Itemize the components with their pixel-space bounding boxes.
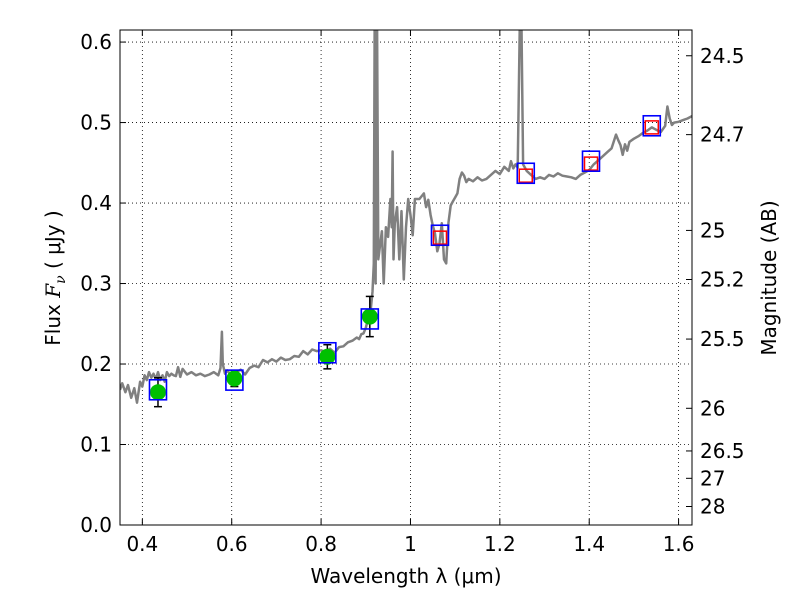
y-axis-label-subscript: ν bbox=[53, 275, 69, 284]
photometry-point bbox=[149, 384, 166, 401]
photometry-point bbox=[226, 370, 243, 387]
red-square-marker bbox=[518, 168, 534, 183]
right-tick-label: 27 bbox=[700, 466, 725, 490]
blue-square-marker bbox=[225, 369, 244, 391]
y-tick-label: 0.1 bbox=[80, 433, 112, 457]
right-tick-label: 24.5 bbox=[700, 44, 745, 68]
x-tick-label: 0.4 bbox=[126, 532, 158, 556]
x-tick-label: 1 bbox=[404, 532, 417, 556]
plot-area bbox=[120, 30, 692, 408]
right-tick-label: 24.7 bbox=[700, 123, 745, 147]
axis-ticks: 0.4 0.6 0.8 1 1.2 1.4 1.6 0.0 0.1 0.2 0.3 0.4 0.5 0.6… bbox=[80, 30, 745, 556]
blue-square-marker bbox=[430, 224, 450, 247]
y-tick-label: 0.4 bbox=[80, 191, 112, 215]
y-tick-label: 0.3 bbox=[80, 272, 112, 296]
right-tick-label: 28 bbox=[700, 494, 725, 518]
y-axis-label-unit: ( μJy ) bbox=[41, 210, 65, 275]
right-axis-label: Magnitude (AB) bbox=[757, 200, 781, 355]
y-tick-label: 0.5 bbox=[80, 111, 112, 135]
x-tick-label: 1.4 bbox=[573, 532, 605, 556]
photometry-point bbox=[319, 348, 336, 365]
blue-square-marker bbox=[642, 114, 662, 137]
red-square-marker bbox=[583, 156, 599, 171]
x-tick-label: 1.6 bbox=[663, 532, 695, 556]
red-square-marker bbox=[644, 120, 660, 135]
spectrum-line bbox=[120, 30, 692, 404]
x-tick-label: 0.6 bbox=[216, 532, 248, 556]
right-tick-label: 25 bbox=[700, 218, 725, 242]
blue-square-marker bbox=[360, 308, 380, 330]
y-axis-label-prefix: Flux bbox=[41, 298, 65, 346]
y-axis-label-symbol: F bbox=[41, 283, 65, 299]
right-tick-label: 26.5 bbox=[700, 439, 745, 463]
photometry-point bbox=[361, 308, 378, 325]
y-tick-label: 0.2 bbox=[80, 352, 112, 376]
y-tick-label: 0.0 bbox=[80, 513, 112, 537]
y-tick-label: 0.6 bbox=[80, 30, 112, 54]
markers-layer bbox=[148, 114, 662, 408]
red-square-marker bbox=[432, 230, 448, 245]
x-tick-label: 0.8 bbox=[305, 532, 337, 556]
blue-square-marker bbox=[318, 341, 337, 364]
spectrum-layer bbox=[120, 30, 692, 404]
x-axis-label: Wavelength λ (μm) bbox=[310, 564, 501, 588]
blue-square-marker bbox=[581, 150, 601, 172]
y-axis-label: Flux Fν ( μJy ) bbox=[41, 210, 69, 345]
blue-square-marker bbox=[516, 162, 536, 185]
x-tick-label: 1.2 bbox=[484, 532, 516, 556]
right-tick-label: 25.2 bbox=[700, 268, 745, 292]
right-tick-label: 26 bbox=[700, 396, 725, 420]
plot-frame bbox=[119, 29, 693, 526]
right-tick-label: 25.5 bbox=[700, 327, 745, 351]
blue-square-marker bbox=[148, 378, 168, 401]
